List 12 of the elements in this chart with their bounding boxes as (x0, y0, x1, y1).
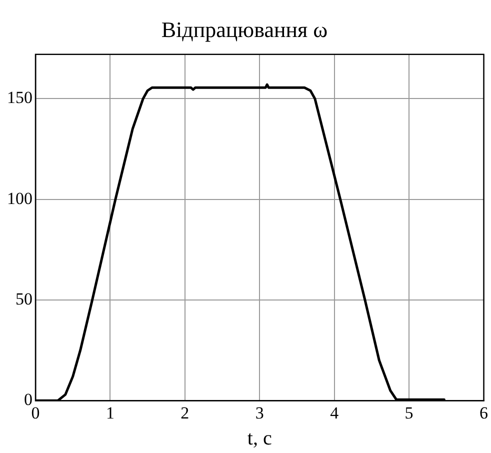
x-tick-label: 6 (480, 403, 488, 422)
x-tick-label: 5 (404, 403, 414, 422)
x-axis-title: t, c (247, 427, 272, 450)
y-tick-label: 150 (7, 88, 32, 108)
x-tick-label: 2 (180, 403, 190, 422)
x-tick-label: 1 (106, 403, 114, 422)
y-tick-label: 100 (7, 188, 32, 208)
y-tick-label: 50 (16, 289, 32, 308)
x-tick-label: 3 (255, 403, 264, 422)
x-tick-label: 4 (330, 403, 340, 422)
y-tick-label: 0 (24, 390, 32, 410)
chart-title: Відпрацювання ω (161, 16, 328, 42)
